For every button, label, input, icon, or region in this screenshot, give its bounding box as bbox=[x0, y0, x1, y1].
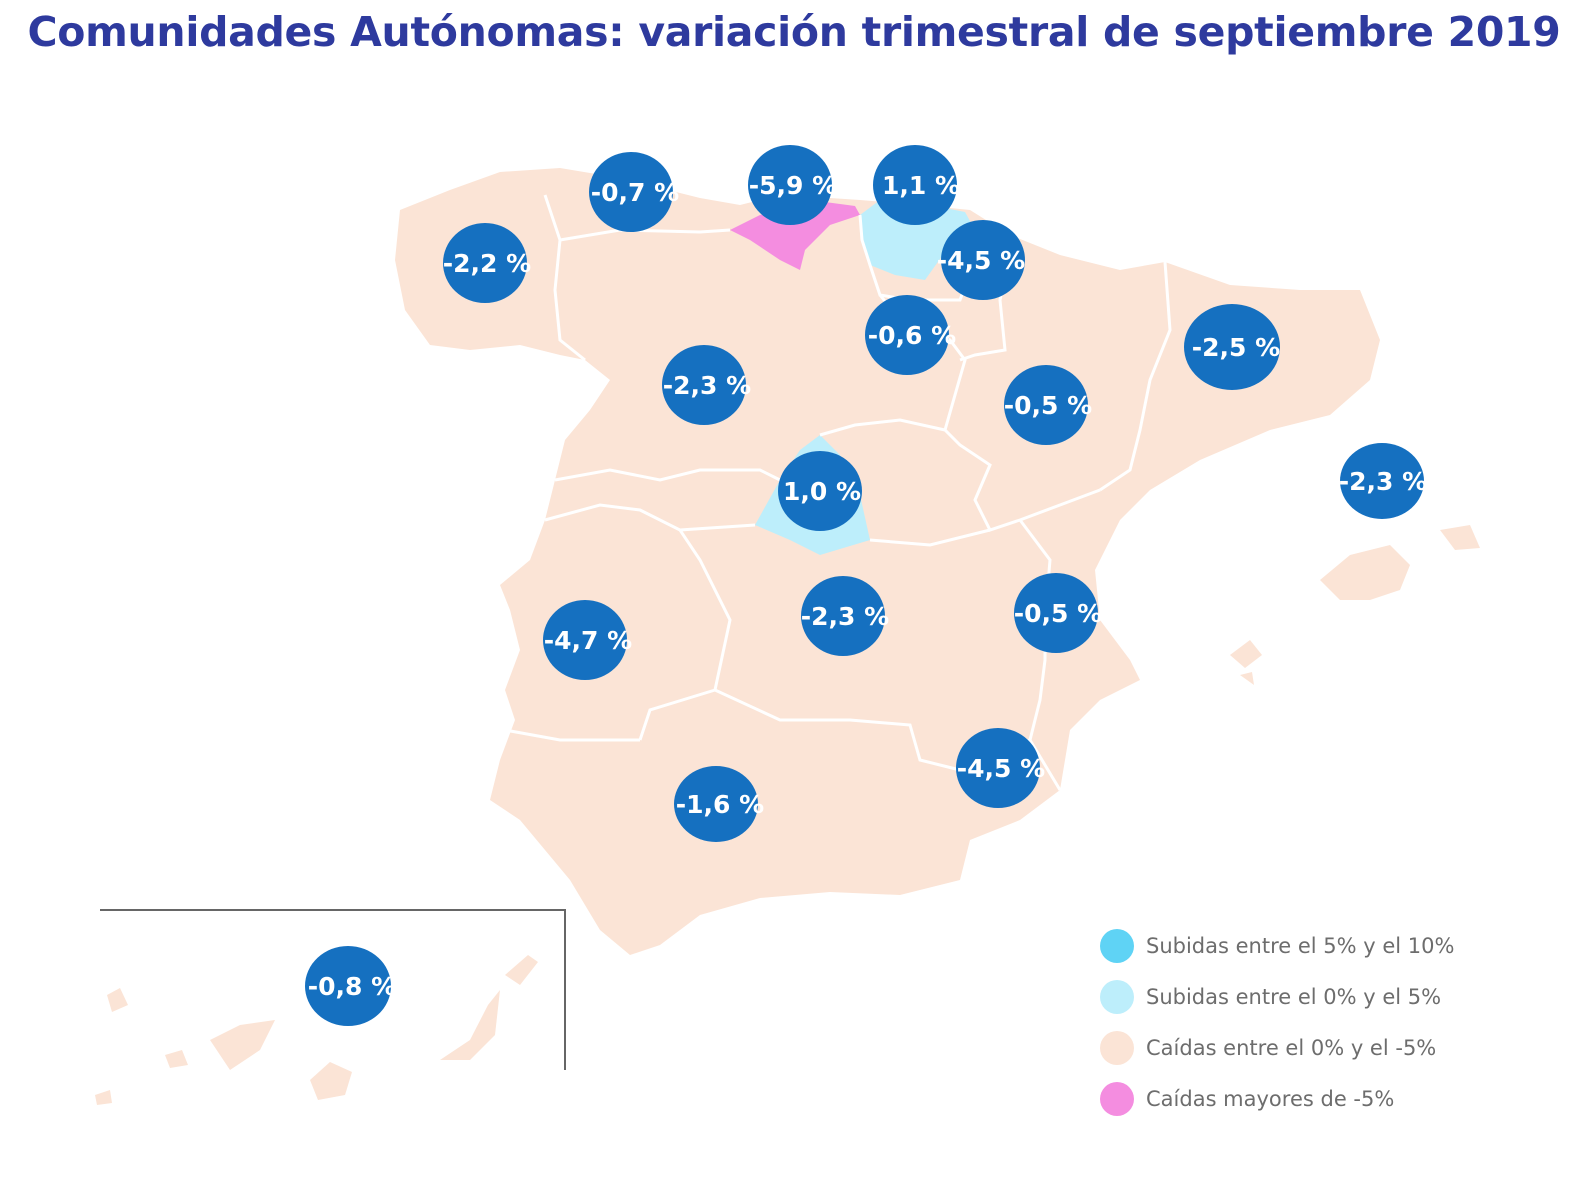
formentera bbox=[1240, 672, 1254, 685]
region-bubble-castilla-la-mancha: -2,3 % bbox=[801, 576, 889, 656]
legend-item: Subidas entre el 0% y el 5% bbox=[1100, 980, 1441, 1014]
value-label: -0,8 % bbox=[308, 972, 396, 1001]
region-bubble-galicia: -2,2 % bbox=[443, 223, 531, 303]
value-label: -4,5 % bbox=[937, 246, 1025, 275]
canary-inset-frame bbox=[100, 909, 566, 1070]
value-label: -2,5 % bbox=[1192, 333, 1280, 362]
legend-item: Caídas entre el 0% y el -5% bbox=[1100, 1031, 1436, 1065]
value-label: -2,3 % bbox=[663, 371, 751, 400]
region-bubble-baleares: -2,3 % bbox=[1339, 443, 1427, 519]
legend: Subidas entre el 5% y el 10% Subidas ent… bbox=[1100, 929, 1454, 1116]
value-label: -0,6 % bbox=[868, 321, 956, 350]
value-label: -2,2 % bbox=[443, 249, 531, 278]
value-label: -5,9 % bbox=[749, 171, 837, 200]
region-bubble-madrid: 1,0 % bbox=[778, 451, 862, 531]
region-bubble-murcia: -4,5 % bbox=[956, 728, 1045, 808]
value-label: -0,5 % bbox=[1004, 391, 1092, 420]
mainland-spain bbox=[395, 168, 1380, 955]
value-label: -2,3 % bbox=[1339, 467, 1427, 496]
menorca bbox=[1440, 525, 1480, 550]
legend-item: Caídas mayores de -5% bbox=[1100, 1082, 1394, 1116]
value-label: -4,7 % bbox=[544, 626, 632, 655]
region-bubble-la-rioja: -0,6 % bbox=[865, 295, 956, 375]
region-bubble-castilla-leon: -2,3 % bbox=[662, 345, 751, 425]
region-bubble-pais-vasco: 1,1 % bbox=[873, 145, 960, 225]
legend-label: Subidas entre el 5% y el 10% bbox=[1146, 934, 1454, 958]
map-title: Comunidades Autónomas: variación trimest… bbox=[27, 8, 1561, 56]
region-bubble-asturias: -0,7 % bbox=[589, 152, 679, 232]
ibiza bbox=[1230, 640, 1262, 668]
region-pais-vasco bbox=[860, 200, 975, 280]
value-label: 1,1 % bbox=[882, 171, 960, 200]
value-label: -1,6 % bbox=[676, 790, 764, 819]
region-cantabria bbox=[730, 200, 860, 270]
legend-swatch bbox=[1100, 1082, 1134, 1116]
region-bubble-navarra: -4,5 % bbox=[937, 220, 1025, 300]
region-bubble-extremadura: -4,7 % bbox=[543, 600, 632, 680]
region-bubble-cantabria: -5,9 % bbox=[748, 145, 837, 225]
legend-label: Subidas entre el 0% y el 5% bbox=[1146, 985, 1441, 1009]
legend-swatch bbox=[1100, 929, 1134, 963]
value-label: -4,5 % bbox=[957, 754, 1045, 783]
region-bubble-canarias: -0,8 % bbox=[305, 946, 396, 1026]
value-label: -0,7 % bbox=[591, 178, 679, 207]
legend-item: Subidas entre el 5% y el 10% bbox=[1100, 929, 1454, 963]
legend-swatch bbox=[1100, 980, 1134, 1014]
canary-islands bbox=[95, 955, 538, 1105]
region-bubble-cataluna: -2,5 % bbox=[1184, 304, 1280, 390]
legend-swatch bbox=[1100, 1031, 1134, 1065]
region-bubble-valencia: -0,5 % bbox=[1014, 573, 1102, 653]
legend-label: Caídas entre el 0% y el -5% bbox=[1146, 1036, 1436, 1060]
value-label: -2,3 % bbox=[801, 602, 889, 631]
region-bubble-andalucia: -1,6 % bbox=[674, 766, 764, 842]
mallorca bbox=[1320, 545, 1410, 600]
value-label: -0,5 % bbox=[1014, 599, 1102, 628]
region-bubble-aragon: -0,5 % bbox=[1004, 365, 1092, 445]
value-label: 1,0 % bbox=[783, 477, 861, 506]
legend-label: Caídas mayores de -5% bbox=[1146, 1087, 1394, 1111]
